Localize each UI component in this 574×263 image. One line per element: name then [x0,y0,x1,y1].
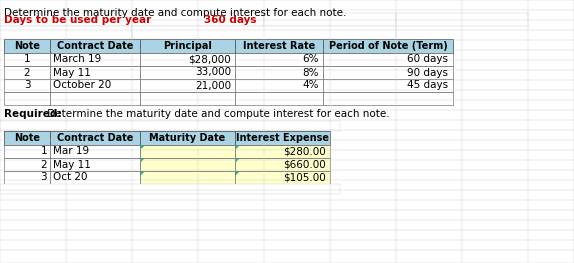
Bar [132,13,264,26]
Bar [140,66,235,79]
Text: 33,000: 33,000 [195,68,231,78]
Bar [235,131,330,145]
Bar [4,39,50,53]
Bar [0,26,132,39]
Text: Period of Note (Term): Period of Note (Term) [329,41,447,51]
Text: 2: 2 [24,68,30,78]
Bar [140,158,235,171]
Text: Note: Note [14,133,40,143]
Text: Contract Date: Contract Date [57,133,133,143]
Bar [235,79,323,92]
Bar [140,145,235,158]
Text: 6%: 6% [302,54,319,64]
Polygon shape [140,145,145,150]
Bar [50,145,140,158]
Bar [50,39,140,53]
Bar [50,79,140,92]
Bar [4,145,50,158]
Bar [235,53,323,66]
Bar [323,53,453,66]
Polygon shape [235,158,240,163]
Text: $105.00: $105.00 [283,173,326,183]
Bar [235,171,330,184]
Bar [4,171,50,184]
Text: $28,000: $28,000 [188,54,231,64]
Text: Contract Date: Contract Date [57,41,133,51]
Text: 4%: 4% [302,80,319,90]
Bar [4,66,50,79]
Polygon shape [235,145,240,150]
Text: 60 days: 60 days [407,54,448,64]
Bar [4,79,50,92]
Polygon shape [235,171,240,176]
Polygon shape [140,158,145,163]
Bar [323,66,453,79]
Bar [235,145,330,158]
Text: October 20: October 20 [53,80,111,90]
Bar [132,26,396,39]
Bar [140,92,235,105]
Text: Note: Note [14,41,40,51]
Bar [140,79,235,92]
Bar [50,131,140,145]
Text: Days to be used per year: Days to be used per year [4,15,152,25]
Text: 360 days: 360 days [204,15,256,25]
Bar [4,53,50,66]
Bar [50,171,140,184]
Bar [235,92,323,105]
Text: Determine the maturity date and compute interest for each note.: Determine the maturity date and compute … [44,109,390,119]
Bar [4,131,50,145]
Text: March 19: March 19 [53,54,101,64]
Bar [50,53,140,66]
Text: Mar 19: Mar 19 [53,146,89,156]
Text: 3: 3 [24,80,30,90]
Text: 2: 2 [40,159,47,169]
Text: 3: 3 [40,173,47,183]
Bar [0,184,340,194]
Bar [140,53,235,66]
Text: Interest Expense: Interest Expense [236,133,329,143]
Bar [50,92,140,105]
Bar [264,13,396,26]
Text: May 11: May 11 [53,159,91,169]
Bar [140,131,235,145]
Text: 1: 1 [24,54,30,64]
Text: May 11: May 11 [53,68,91,78]
Bar [323,92,453,105]
Text: 21,000: 21,000 [195,80,231,90]
Bar [235,39,323,53]
Bar [50,158,140,171]
Bar [235,66,323,79]
Bar [140,171,235,184]
Text: 45 days: 45 days [407,80,448,90]
Bar [323,39,453,53]
Bar [4,158,50,171]
Bar [4,92,50,105]
Bar [50,66,140,79]
Bar [323,79,453,92]
Text: Interest Rate: Interest Rate [243,41,315,51]
Bar [235,158,330,171]
Text: Oct 20: Oct 20 [53,173,87,183]
Bar [140,39,235,53]
Text: Required:: Required: [4,109,61,119]
Bar [0,13,132,26]
Polygon shape [140,171,145,176]
Bar [396,13,528,26]
Text: Determine the maturity date and compute interest for each note.: Determine the maturity date and compute … [4,8,346,18]
Text: Maturity Date: Maturity Date [149,133,226,143]
Text: Principal: Principal [163,41,212,51]
Bar [0,121,340,131]
Text: 1: 1 [40,146,47,156]
Text: 8%: 8% [302,68,319,78]
Text: $280.00: $280.00 [283,146,326,156]
Text: 90 days: 90 days [407,68,448,78]
Text: $660.00: $660.00 [283,159,326,169]
